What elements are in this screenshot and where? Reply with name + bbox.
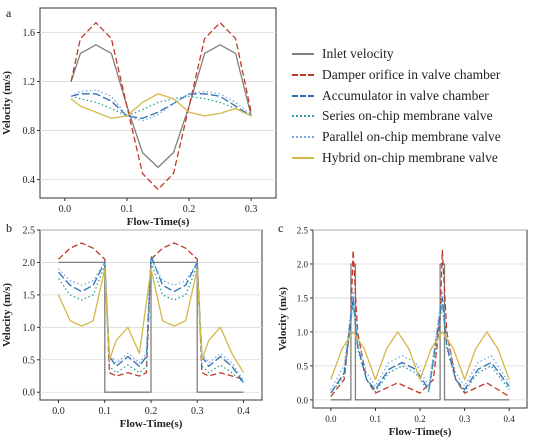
y-tick-label: 2.0 (297, 259, 309, 269)
series-line (58, 261, 244, 393)
series-line (330, 290, 510, 391)
y-axis-label: Velocity (m/s) (1, 283, 13, 347)
y-axis-label: Velocity (m/s) (1, 71, 13, 135)
y-tick-label: 1.6 (23, 28, 36, 39)
chart-panel-c: 0.0 0.5 1.0 1.5 2.0 2.5 0.0 0.1 0.2 0.3 0.4 Flow-Ti… (277, 226, 528, 437)
panel-label-a: a (6, 6, 12, 20)
panel-label-b: b (6, 221, 12, 235)
legend-item: Series on-chip membrane valve (292, 106, 501, 127)
x-tick-label: 0.2 (414, 414, 425, 424)
series-line (70, 93, 252, 119)
x-tick-label: 0.2 (183, 204, 196, 215)
series-line (70, 89, 252, 122)
y-axis-label: Velocity (m/s) (277, 287, 289, 351)
series-line (70, 95, 252, 117)
series-line (58, 258, 245, 381)
y-tick-label: 1.5 (23, 290, 36, 301)
x-tick-label: 0.3 (459, 414, 471, 424)
x-tick-label: 0.4 (237, 406, 250, 417)
legend-item: Inlet velocity (292, 44, 501, 65)
plot-frame (39, 7, 277, 199)
legend-swatch (292, 94, 314, 97)
x-axis-label: Flow-Time(s) (389, 426, 452, 437)
y-tick-label: 1.5 (297, 293, 309, 303)
y-tick-label: 0.4 (23, 175, 36, 186)
x-tick-label: 0.0 (52, 406, 65, 417)
y-tick-label: 0.5 (297, 361, 309, 371)
y-tick-label: 1.0 (23, 323, 36, 334)
plot-frame (312, 229, 528, 409)
y-tick-label: 1.2 (23, 77, 36, 88)
x-tick-label: 0.1 (121, 204, 134, 215)
series-line (330, 304, 510, 394)
series-line (70, 44, 252, 169)
legend-label: Series on-chip membrane valve (322, 108, 493, 124)
series-line (57, 261, 244, 383)
series-line (330, 331, 510, 381)
x-tick-label: 0.0 (59, 204, 72, 215)
legend-item: Damper orifice in valve chamber (292, 65, 501, 86)
series-line (330, 249, 510, 398)
legend-swatch (292, 115, 314, 118)
legend-swatch (292, 136, 314, 139)
y-tick-label: 0.8 (23, 126, 36, 137)
y-tick-label: 0.5 (23, 355, 36, 366)
series-line (70, 22, 252, 191)
x-tick-label: 0.0 (325, 414, 337, 424)
x-tick-label: 0.1 (99, 406, 112, 417)
legend-label: Accumulator in valve chamber (322, 87, 489, 103)
chart-panel-b: 0.0 0.5 1.0 1.5 2.0 2.5 0.0 0.1 0.2 0.3 0.4 Flow-Ti… (1, 226, 263, 430)
y-tick-label: 0.0 (23, 388, 36, 399)
legend-swatch (292, 74, 314, 77)
x-tick-label: 0.3 (191, 406, 204, 417)
y-tick-label: 0.0 (297, 395, 309, 405)
legend-item: Accumulator in valve chamber (292, 85, 501, 106)
panel-label-c: c (278, 221, 284, 235)
x-tick-label: 0.3 (245, 204, 258, 215)
series-line (57, 268, 245, 374)
legend-label: Damper orifice in valve chamber (322, 67, 501, 83)
chart-panel-a: 0.4 0.8 1.2 1.6 0.0 0.1 0.2 0.3 Flow-Time(s) Velo… (1, 7, 277, 228)
x-tick-label: 0.4 (504, 414, 516, 424)
y-tick-label: 2.5 (297, 226, 309, 236)
legend-swatch (292, 53, 314, 56)
y-tick-label: 2.5 (23, 226, 36, 237)
x-axis-label: Flow-Time(s) (127, 216, 190, 228)
x-tick-label: 0.2 (145, 406, 158, 417)
legend-label: Inlet velocity (322, 46, 394, 62)
legend-label: Parallel on-chip membrane valve (322, 129, 501, 145)
legend-swatch (292, 156, 314, 159)
y-tick-label: 1.0 (297, 327, 309, 337)
legend-item: Hybrid on-chip membrane valve (292, 147, 501, 168)
legend: Inlet velocity Damper orifice in valve c… (292, 44, 501, 168)
legend-label: Hybrid on-chip membrane valve (322, 149, 498, 165)
legend-item: Parallel on-chip membrane valve (292, 127, 501, 148)
series-line (70, 93, 252, 119)
x-axis-label: Flow-Time(s) (120, 418, 183, 430)
y-tick-label: 2.0 (23, 258, 36, 269)
x-tick-label: 0.1 (370, 414, 381, 424)
